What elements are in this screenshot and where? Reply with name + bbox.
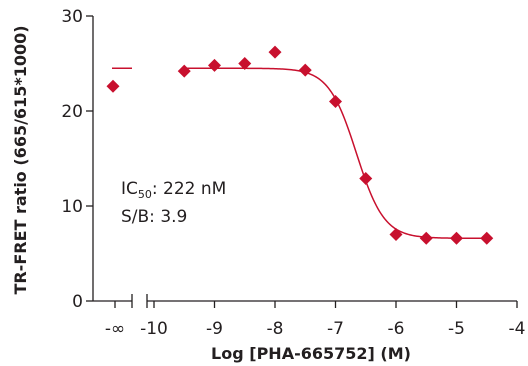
data-point <box>389 228 403 241</box>
data-point <box>298 63 312 77</box>
data-point <box>268 45 282 59</box>
y-tick-label: 20 <box>61 102 83 122</box>
data-point <box>480 231 494 245</box>
y-axis-title: TR-FRET ratio (665/615*1000) <box>11 25 30 294</box>
ic50-annotation: IC50: 222 nM <box>121 179 226 201</box>
data-point <box>106 79 120 93</box>
data-point <box>450 231 463 245</box>
data-point <box>177 64 191 78</box>
y-tick-label: 0 <box>72 292 83 312</box>
x-tick-label: -∞ <box>105 319 125 339</box>
fit-curve <box>184 67 487 240</box>
y-tick-label: 30 <box>61 7 83 27</box>
x-tick-label: -4 <box>509 319 526 339</box>
x-tick-label: -7 <box>327 319 344 339</box>
x-tick-label: -5 <box>448 319 465 339</box>
y-tick-label: 10 <box>61 197 83 217</box>
tick-group: 0 10 20 30 -∞ -10 -9 -8 -7 -6 -5 -4 <box>61 7 525 339</box>
sb-annotation: S/B: 3.9 <box>121 207 187 227</box>
data-points <box>106 45 494 245</box>
x-axis-title: Log [PHA-665752] (M) <box>211 344 411 363</box>
x-tick-label: -6 <box>388 319 405 339</box>
data-point <box>238 57 252 70</box>
data-point <box>359 171 373 185</box>
data-point <box>419 231 433 245</box>
x-tick-label: -9 <box>206 319 223 339</box>
x-tick-label: -8 <box>267 319 284 339</box>
x-tick-label: -10 <box>140 319 168 339</box>
axes <box>92 16 517 308</box>
data-point <box>329 95 342 108</box>
data-point <box>208 58 221 72</box>
